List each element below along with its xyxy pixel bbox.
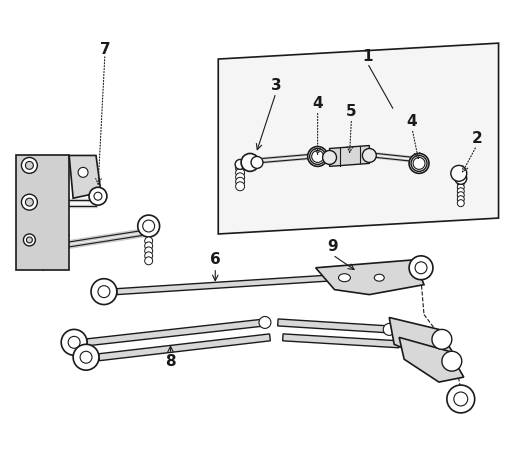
Circle shape <box>78 167 88 177</box>
Polygon shape <box>283 334 399 348</box>
Circle shape <box>454 392 468 406</box>
Ellipse shape <box>339 274 351 282</box>
Circle shape <box>145 257 153 265</box>
Circle shape <box>235 160 245 169</box>
Circle shape <box>21 158 37 173</box>
Text: 6: 6 <box>210 252 221 267</box>
Circle shape <box>413 158 425 169</box>
Circle shape <box>25 161 33 169</box>
Circle shape <box>323 150 337 165</box>
Polygon shape <box>399 337 464 382</box>
Polygon shape <box>117 275 335 295</box>
Circle shape <box>457 180 464 187</box>
Circle shape <box>451 165 467 181</box>
Circle shape <box>363 148 376 162</box>
Circle shape <box>61 330 87 355</box>
Circle shape <box>21 194 37 210</box>
Text: 4: 4 <box>407 114 418 129</box>
Text: 5: 5 <box>346 104 357 119</box>
Circle shape <box>236 168 244 177</box>
Circle shape <box>332 267 348 283</box>
Polygon shape <box>311 150 325 162</box>
Circle shape <box>145 237 153 245</box>
Circle shape <box>457 188 464 195</box>
Circle shape <box>23 234 35 246</box>
Circle shape <box>251 156 263 168</box>
Text: 7: 7 <box>99 41 110 57</box>
Polygon shape <box>315 260 424 295</box>
Circle shape <box>457 192 464 199</box>
Circle shape <box>241 154 259 171</box>
Text: 4: 4 <box>312 96 323 111</box>
Circle shape <box>442 351 462 371</box>
Text: 8: 8 <box>165 354 176 369</box>
Circle shape <box>26 237 32 243</box>
Ellipse shape <box>375 274 384 281</box>
Circle shape <box>457 200 464 207</box>
Text: 1: 1 <box>362 48 372 64</box>
Polygon shape <box>17 155 69 270</box>
Circle shape <box>25 198 33 206</box>
Circle shape <box>308 147 327 166</box>
Circle shape <box>89 187 107 205</box>
Circle shape <box>383 324 395 335</box>
Polygon shape <box>98 334 270 361</box>
Circle shape <box>91 279 117 305</box>
Circle shape <box>457 196 464 203</box>
Circle shape <box>447 385 474 413</box>
Polygon shape <box>412 158 426 169</box>
Polygon shape <box>218 43 498 234</box>
Circle shape <box>236 177 244 186</box>
Circle shape <box>138 215 160 237</box>
Polygon shape <box>69 155 101 198</box>
Circle shape <box>94 192 102 200</box>
Circle shape <box>98 286 110 298</box>
Circle shape <box>236 182 244 191</box>
Circle shape <box>236 173 244 182</box>
Polygon shape <box>278 319 390 333</box>
Circle shape <box>455 172 467 184</box>
Circle shape <box>236 164 244 173</box>
Circle shape <box>415 262 427 274</box>
Circle shape <box>73 344 99 370</box>
Circle shape <box>145 247 153 255</box>
Circle shape <box>457 184 464 191</box>
Circle shape <box>80 351 92 363</box>
Circle shape <box>409 256 433 280</box>
Polygon shape <box>329 146 369 166</box>
Circle shape <box>68 337 80 349</box>
Circle shape <box>145 252 153 260</box>
Circle shape <box>145 242 153 250</box>
Circle shape <box>259 317 271 328</box>
Circle shape <box>409 154 429 173</box>
Text: 9: 9 <box>327 239 338 254</box>
Polygon shape <box>87 319 265 346</box>
Text: 2: 2 <box>471 131 482 146</box>
Text: 3: 3 <box>270 78 281 94</box>
Circle shape <box>432 330 452 349</box>
Circle shape <box>142 220 155 232</box>
Polygon shape <box>389 318 454 359</box>
Circle shape <box>312 150 324 162</box>
